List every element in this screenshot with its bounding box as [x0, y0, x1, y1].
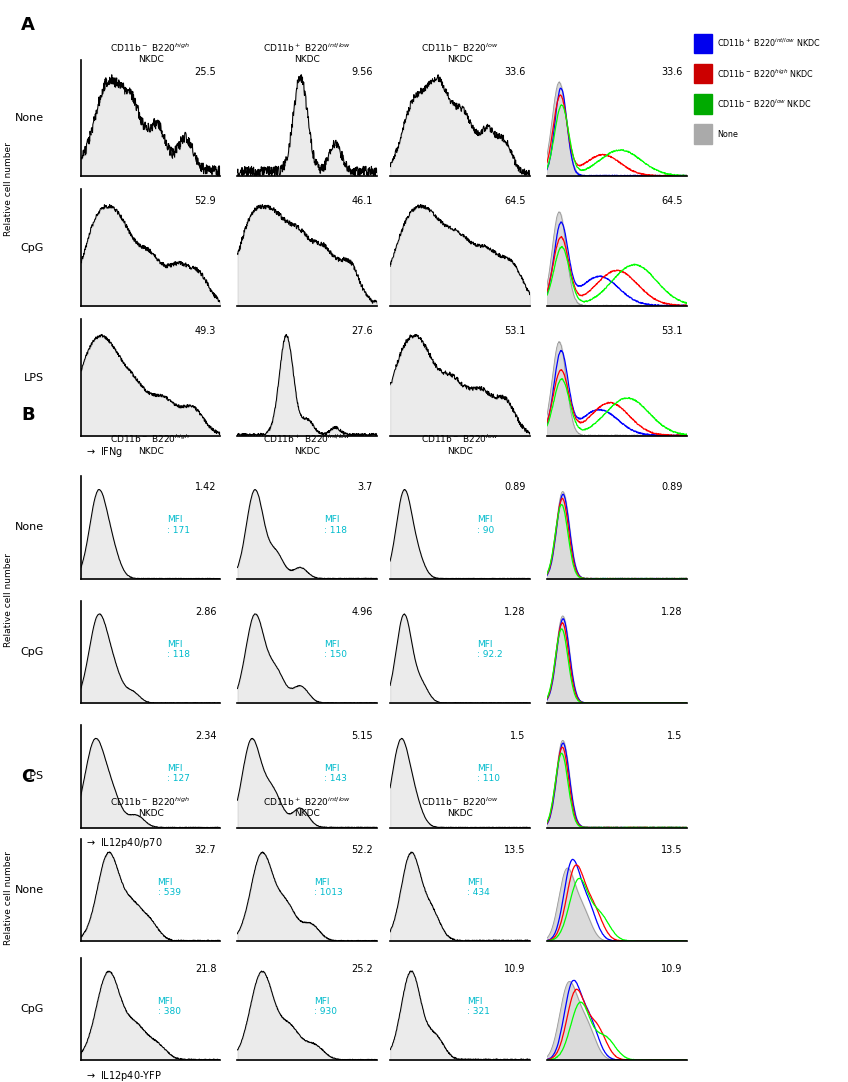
Text: CD11b$^-$ B220$^{high}$
NKDC: CD11b$^-$ B220$^{high}$ NKDC — [110, 433, 191, 456]
Text: 53.1: 53.1 — [661, 326, 683, 337]
Text: CpG: CpG — [20, 1004, 44, 1014]
Text: B: B — [21, 406, 35, 424]
Text: 64.5: 64.5 — [505, 196, 526, 207]
Text: MFI
: 380: MFI : 380 — [158, 997, 181, 1016]
Text: 0.89: 0.89 — [661, 483, 683, 492]
Text: 21.8: 21.8 — [195, 964, 216, 974]
Text: Relative cell number: Relative cell number — [4, 143, 13, 236]
Text: None: None — [15, 885, 44, 895]
Text: 33.6: 33.6 — [505, 66, 526, 77]
Text: 2.86: 2.86 — [195, 607, 216, 617]
Text: CD11b$^-$ B220$^{low}$ NKDC: CD11b$^-$ B220$^{low}$ NKDC — [717, 97, 812, 110]
Text: Relative cell number: Relative cell number — [4, 852, 13, 945]
Text: MFI
: 143: MFI : 143 — [324, 764, 347, 783]
Text: 10.9: 10.9 — [661, 964, 683, 974]
Text: 1.5: 1.5 — [667, 731, 683, 741]
Text: 4.96: 4.96 — [352, 607, 373, 617]
Text: 2.34: 2.34 — [195, 731, 216, 741]
Text: CD11b$^-$ B220$^{high}$ NKDC: CD11b$^-$ B220$^{high}$ NKDC — [717, 67, 815, 80]
Text: CD11b$^+$ B220$^{int/low}$ NKDC: CD11b$^+$ B220$^{int/low}$ NKDC — [717, 37, 821, 50]
Text: CpG: CpG — [20, 647, 44, 657]
Text: LPS: LPS — [24, 372, 44, 383]
Text: MFI
: 127: MFI : 127 — [167, 764, 190, 783]
Text: CD11b$^-$ B220$^{high}$
NKDC: CD11b$^-$ B220$^{high}$ NKDC — [110, 795, 191, 818]
Text: A: A — [21, 16, 35, 35]
Text: 13.5: 13.5 — [505, 845, 526, 855]
Text: None: None — [717, 130, 739, 138]
Text: CD11b$^-$ B220$^{low}$
NKDC: CD11b$^-$ B220$^{low}$ NKDC — [421, 433, 499, 456]
Text: 10.9: 10.9 — [505, 964, 526, 974]
Text: 25.5: 25.5 — [194, 66, 216, 77]
Text: CpG: CpG — [20, 242, 44, 253]
Text: None: None — [15, 113, 44, 123]
Text: MFI
: 1013: MFI : 1013 — [315, 878, 343, 897]
Text: Relative cell number: Relative cell number — [4, 554, 13, 647]
Text: 32.7: 32.7 — [195, 845, 216, 855]
Text: 1.28: 1.28 — [505, 607, 526, 617]
Text: 5.15: 5.15 — [352, 731, 373, 741]
Text: 1.5: 1.5 — [510, 731, 526, 741]
Text: 52.9: 52.9 — [195, 196, 216, 207]
Text: CD11b$^-$ B220$^{low}$
NKDC: CD11b$^-$ B220$^{low}$ NKDC — [421, 41, 499, 64]
Text: LPS: LPS — [24, 771, 44, 781]
Text: 9.56: 9.56 — [352, 66, 373, 77]
Text: CD11b$^+$ B220$^{int/low}$
NKDC: CD11b$^+$ B220$^{int/low}$ NKDC — [264, 795, 351, 818]
Text: 49.3: 49.3 — [195, 326, 216, 337]
Text: 53.1: 53.1 — [505, 326, 526, 337]
Text: CD11b$^+$ B220$^{int/low}$
NKDC: CD11b$^+$ B220$^{int/low}$ NKDC — [264, 433, 351, 456]
Text: CD11b$^-$ B220$^{low}$
NKDC: CD11b$^-$ B220$^{low}$ NKDC — [421, 795, 499, 818]
Text: MFI
: 171: MFI : 171 — [167, 515, 190, 535]
Text: 13.5: 13.5 — [661, 845, 683, 855]
Text: MFI
: 539: MFI : 539 — [158, 878, 181, 897]
Text: C: C — [21, 768, 35, 787]
Text: MFI
: 930: MFI : 930 — [315, 997, 338, 1016]
Text: MFI
: 118: MFI : 118 — [167, 639, 190, 659]
Text: 52.2: 52.2 — [351, 845, 373, 855]
Text: CD11b$^-$ B220$^{high}$
NKDC: CD11b$^-$ B220$^{high}$ NKDC — [110, 41, 191, 64]
Text: $\rightarrow$ IFNg: $\rightarrow$ IFNg — [85, 445, 123, 459]
Text: MFI
: 110: MFI : 110 — [477, 764, 499, 783]
Text: 3.7: 3.7 — [358, 483, 373, 492]
Text: CD11b$^+$ B220$^{int/low}$
NKDC: CD11b$^+$ B220$^{int/low}$ NKDC — [264, 41, 351, 64]
Text: $\rightarrow$ IL12p40-YFP: $\rightarrow$ IL12p40-YFP — [85, 1069, 162, 1082]
Text: 64.5: 64.5 — [661, 196, 683, 207]
Text: 1.28: 1.28 — [661, 607, 683, 617]
Text: 33.6: 33.6 — [661, 66, 683, 77]
Text: MFI
: 434: MFI : 434 — [467, 878, 490, 897]
Text: 27.6: 27.6 — [352, 326, 373, 337]
Text: None: None — [15, 523, 44, 532]
Text: 46.1: 46.1 — [352, 196, 373, 207]
Text: MFI
: 118: MFI : 118 — [324, 515, 347, 535]
Text: MFI
: 150: MFI : 150 — [324, 639, 347, 659]
Text: 0.89: 0.89 — [505, 483, 526, 492]
Text: MFI
: 92.2: MFI : 92.2 — [477, 639, 503, 659]
Text: MFI
: 90: MFI : 90 — [477, 515, 494, 535]
Text: MFI
: 321: MFI : 321 — [467, 997, 490, 1016]
Text: 1.42: 1.42 — [195, 483, 216, 492]
Text: 25.2: 25.2 — [351, 964, 373, 974]
Text: $\rightarrow$ IL12p40/p70: $\rightarrow$ IL12p40/p70 — [85, 836, 162, 850]
